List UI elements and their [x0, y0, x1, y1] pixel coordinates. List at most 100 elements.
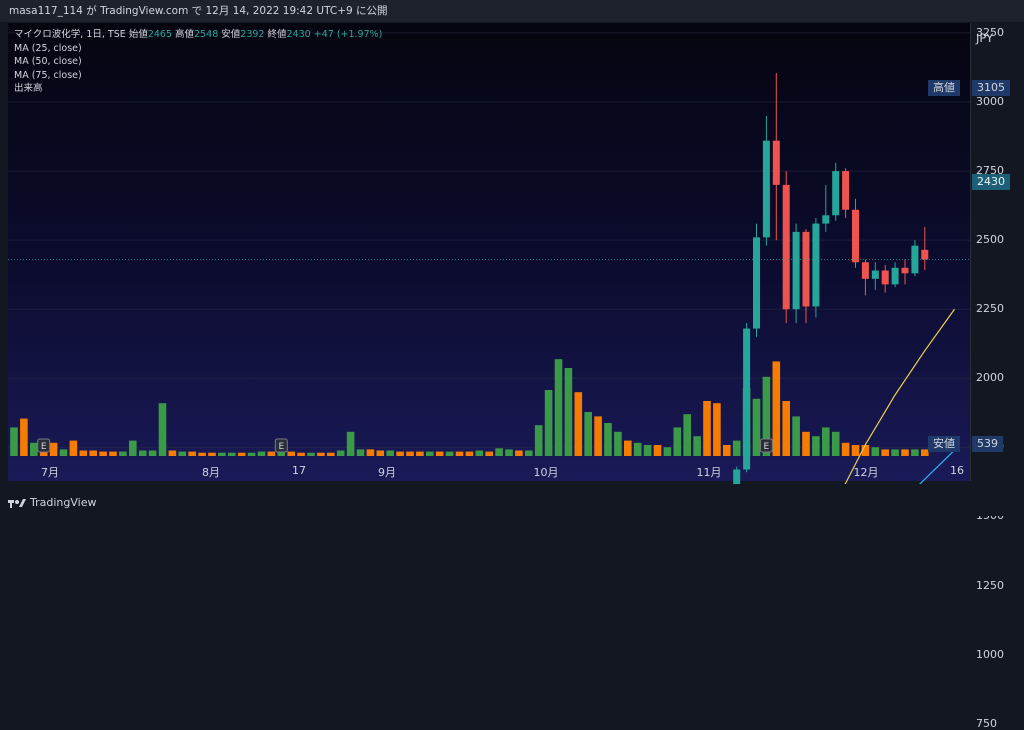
volume-bar [584, 412, 592, 456]
volume-bar [564, 368, 573, 456]
volume-bar [574, 392, 583, 456]
volume-bar [228, 452, 236, 456]
volume-bar [198, 452, 206, 456]
ma25-line [827, 308, 955, 516]
legend-volume[interactable]: 出来高 [14, 83, 43, 94]
volume-bar [534, 425, 543, 456]
legend-high-label: 高値 [175, 29, 195, 40]
volume-bar [416, 451, 424, 456]
volume-bar [465, 451, 474, 456]
earnings-marker-label: E [278, 442, 284, 452]
volume-bar [376, 450, 385, 456]
volume-bar [911, 449, 919, 456]
legend-close-value: 2430 [286, 29, 311, 40]
volume-bar [79, 450, 88, 456]
legend-ma25[interactable]: MA (25, close) [14, 42, 82, 54]
legend-close-label: 終値 [267, 29, 287, 40]
volume-bar [544, 390, 553, 456]
candle-body [842, 171, 850, 210]
last-price-badge: 2430 [972, 174, 1010, 190]
volume-bar [426, 451, 434, 456]
candle-body [871, 270, 879, 279]
footer [0, 484, 1024, 516]
volume-bar [336, 450, 345, 456]
volume-bar [178, 451, 187, 456]
price-tick-label: 2250 [976, 302, 1004, 316]
volume-bar [10, 427, 18, 456]
price-tick-label: 3250 [976, 25, 1004, 39]
volume-bar [861, 445, 870, 456]
candle-body [792, 231, 800, 310]
volume-bar [713, 403, 721, 456]
volume-bar [356, 449, 365, 456]
volume-bar [386, 450, 394, 456]
volume-bar [901, 449, 909, 456]
low-badge-value: 539 [972, 436, 1003, 452]
volume-bar [624, 440, 632, 456]
volume-bar [762, 376, 771, 456]
legend-symbol-row: マイクロ波化学, 1日, TSE 始値2465 高値2548 安値2392 終値… [14, 28, 382, 42]
price-tick-label: 2500 [976, 233, 1004, 247]
volume-bar [287, 451, 295, 456]
volume-bar [89, 450, 97, 456]
volume-bar [554, 359, 563, 456]
earnings-marker-label: E [764, 442, 770, 452]
volume-bar [723, 445, 731, 456]
price-axis[interactable] [970, 23, 1017, 481]
volume-bar [257, 451, 266, 456]
volume-bar [307, 452, 315, 456]
volume-bar [693, 436, 701, 456]
volume-bar [633, 442, 642, 456]
volume-bar [495, 448, 503, 456]
candle-body [901, 267, 909, 274]
volume-bar [792, 416, 800, 456]
legend-symbol[interactable]: マイクロ波化学, 1日, TSE [14, 29, 126, 40]
time-axis-label: 9月 [378, 466, 396, 479]
volume-bar [445, 451, 454, 456]
volume-bar [406, 451, 414, 456]
volume-bar [317, 452, 325, 456]
volume-bar [871, 447, 880, 456]
legend-low-label: 安値 [221, 29, 241, 40]
candle-body [802, 231, 810, 307]
volume-bar [158, 403, 167, 456]
volume-bar [99, 451, 107, 456]
earnings-marker [759, 438, 773, 453]
legend-change: +47 (+1.97%) [313, 29, 383, 40]
volume-bar [515, 450, 523, 456]
tradingview-icon [8, 498, 26, 508]
chart-area[interactable] [8, 23, 970, 481]
volume-bar [653, 445, 662, 456]
candle-body [852, 209, 859, 263]
price-tick-label: 1000 [976, 647, 1004, 661]
price-tick-label: 3000 [976, 95, 1004, 108]
time-axis-label: 8月 [202, 466, 220, 479]
candle-body [861, 262, 869, 279]
volume-bar [525, 450, 533, 456]
publish-header: masa117_114 が TradingView.com で 12月 14, … [0, 0, 1024, 22]
legend-ma75[interactable]: MA (75, close) [14, 69, 82, 81]
volume-bar [218, 452, 226, 456]
volume-bar [643, 445, 652, 456]
volume-bar [69, 440, 78, 456]
time-axis-label: 17 [292, 464, 306, 477]
volume-bar [247, 452, 256, 456]
candle-body [921, 249, 929, 260]
tradingview-logo[interactable]: TradingView [8, 496, 96, 509]
volume-bar [327, 452, 335, 456]
volume-bar [138, 450, 147, 456]
time-axis-label: 12月 [853, 466, 879, 479]
volume-bar [168, 450, 177, 456]
high-badge-label: 高値 [928, 80, 960, 96]
volume-bar [752, 398, 761, 456]
volume-bar [921, 449, 929, 456]
candle-body [822, 215, 830, 224]
volume-bar [267, 451, 276, 456]
volume-bar [366, 449, 375, 456]
volume-bar [237, 452, 246, 456]
legend-ma50[interactable]: MA (50, close) [14, 56, 82, 67]
price-tick-label: 1250 [976, 578, 1004, 592]
legend-open-value: 2465 [147, 29, 173, 40]
price-tick-label: 750 [976, 716, 997, 730]
